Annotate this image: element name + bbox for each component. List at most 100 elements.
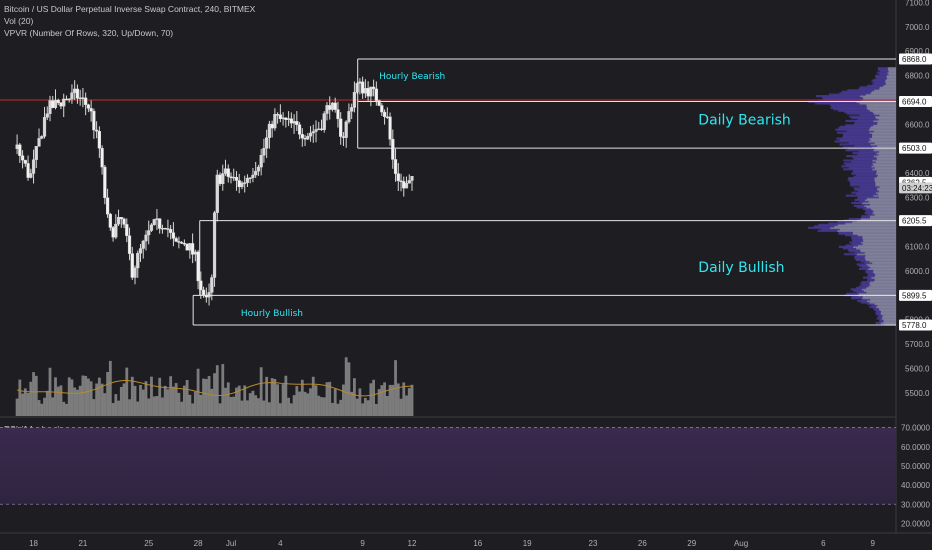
vpvr-row-up	[872, 146, 896, 149]
volume-bar	[374, 403, 378, 416]
vpvr-row-up	[869, 260, 896, 263]
candle-body	[377, 100, 381, 106]
candlesticks	[15, 76, 414, 306]
time-tick-label: 19	[523, 539, 532, 548]
time-axis[interactable]: 18 21 25 28 Jul 4 9 12 16 19 23 26 29 Aug 6 9	[29, 539, 875, 548]
vpvr-row-down	[865, 210, 874, 213]
volume-bar	[182, 385, 186, 416]
price-tick-label: 5500.0	[905, 389, 930, 398]
vpvr-row-down	[879, 73, 889, 76]
vpvr-row-up	[860, 217, 896, 221]
vpvr-row-down	[848, 248, 861, 251]
candle-body	[75, 88, 80, 99]
candle-body	[188, 243, 192, 251]
vpvr-row-down	[863, 276, 872, 279]
volume-bar	[196, 368, 200, 416]
vpvr-row-down	[875, 311, 881, 314]
price-tags: 6868.06694.06503.06362.503:24:236205.558…	[899, 53, 932, 331]
rsi-tick-label: 40.0000	[901, 481, 930, 490]
time-tick-label: 29	[687, 539, 696, 548]
candle-body	[391, 138, 395, 160]
candle-body	[97, 130, 101, 149]
vpvr-row-down	[847, 178, 875, 181]
volume-bar	[342, 384, 345, 416]
candle-body	[352, 92, 357, 108]
vpvr-row-down	[861, 283, 871, 287]
candle-body	[180, 242, 184, 244]
candle-body	[53, 99, 58, 108]
candle-body	[34, 146, 38, 160]
time-tick-label: 21	[78, 539, 87, 548]
volume-indicator-label[interactable]: Vol (20)	[4, 16, 34, 26]
volume-bar	[67, 377, 71, 416]
candle-body	[215, 174, 219, 213]
vpvr-row-down	[852, 238, 864, 241]
vpvr-row-down	[875, 313, 881, 316]
price-tag-label: 6205.5	[902, 217, 927, 226]
vpvr-row-down	[831, 105, 867, 108]
vpvr-row-up	[874, 213, 896, 216]
vpvr-row-down	[852, 156, 877, 159]
candle-body	[81, 97, 85, 99]
vpvr-row-down	[838, 245, 854, 249]
price-tag-label: 6503.0	[902, 144, 927, 153]
vpvr-row-up	[858, 244, 896, 247]
candle-body	[347, 111, 351, 123]
volume-bar	[328, 381, 332, 416]
price-tag-box	[899, 95, 932, 107]
vpvr-row-down	[815, 102, 860, 105]
vpvr-row-down	[859, 114, 880, 117]
candle-body	[40, 136, 44, 139]
vpvr-row-down	[841, 165, 872, 168]
vpvr-row-up	[876, 169, 896, 172]
vpvr-row-up	[853, 245, 896, 249]
vpvr-row-up	[876, 157, 896, 161]
vpvr-row-up	[880, 321, 896, 325]
vpvr-row-up	[862, 235, 896, 238]
vpvr-row-up	[834, 225, 896, 228]
volume-bar	[265, 376, 269, 416]
candle-body	[232, 176, 236, 179]
vpvr-row-down	[845, 244, 859, 247]
vpvr-row-down	[823, 97, 864, 101]
candle-body	[339, 118, 343, 137]
vpvr-row-down	[817, 229, 838, 232]
candle-body	[407, 180, 411, 184]
candle-body	[191, 243, 195, 255]
candle-body	[78, 97, 82, 99]
vpvr-row-down	[850, 184, 876, 187]
vpvr-row-up	[874, 179, 896, 183]
volume-moving-average	[16, 380, 413, 397]
volume-bar	[284, 375, 288, 416]
vpvr-row-up	[872, 212, 896, 215]
vpvr-row-up	[878, 190, 896, 193]
volume-bar	[199, 394, 203, 416]
vpvr-row-down	[848, 166, 875, 169]
volume-bar	[172, 386, 175, 416]
volume-bar	[391, 384, 395, 416]
vpvr-row-down	[854, 144, 878, 147]
price-tag-label: 5778.0	[902, 321, 927, 330]
vpvr-row-up	[863, 239, 896, 243]
vpvr-row-up	[864, 198, 896, 202]
candle-body	[300, 134, 304, 139]
vpvr-row-up	[864, 251, 896, 254]
vpvr-row-down	[855, 254, 866, 257]
vpvr-row-down	[877, 68, 888, 71]
vpvr-row-down	[857, 197, 867, 200]
vpvr-row-down	[838, 231, 853, 234]
vpvr-row-up	[872, 209, 896, 212]
volume-bar	[108, 360, 112, 416]
price-tick-label: 5700.0	[905, 340, 930, 349]
volume-bar	[358, 388, 362, 416]
candle-body	[234, 176, 239, 181]
vpvr-row-down	[855, 258, 866, 262]
candle-body	[410, 176, 414, 181]
vpvr-row-up	[860, 250, 896, 253]
vpvr-indicator-label[interactable]: VPVR (Number Of Rows, 320, Up/Down, 70)	[4, 28, 174, 38]
vpvr-row-down	[854, 251, 865, 254]
vpvr-row-up	[882, 314, 896, 317]
volume-bar	[174, 383, 178, 416]
vpvr-row-down	[860, 282, 870, 285]
